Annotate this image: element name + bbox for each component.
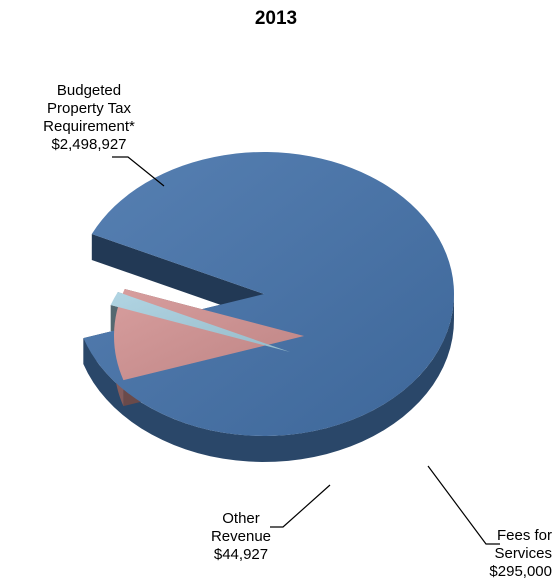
slice-property-tax-wall [91, 233, 265, 320]
leader-lines [112, 156, 500, 545]
label-line: Requirement* [43, 118, 135, 135]
slice-other-shading [110, 291, 290, 352]
leader-other [270, 484, 331, 528]
label-line: Fees for [496, 527, 552, 544]
leader-property-tax [112, 156, 165, 187]
slice-label-property-tax: Budgeted Property Tax Requirement* $2,49… [22, 82, 156, 154]
label-line: Other [222, 510, 260, 527]
label-line: Revenue [210, 528, 272, 545]
slice-property-tax-side [83, 292, 454, 462]
slice-label-fees: Fees for Services $295,000 [462, 527, 552, 581]
label-line: Budgeted [56, 82, 122, 99]
label-value: $2,498,927 [51, 136, 127, 153]
leader-fees [427, 465, 500, 545]
label-value: $44,927 [213, 546, 269, 563]
pie-tops [83, 152, 455, 437]
label-value: $295,000 [489, 563, 552, 580]
label-line: Services [494, 545, 552, 562]
chart-title: 2013 [254, 8, 298, 29]
slice-label-other: Other Revenue $44,927 [196, 510, 286, 564]
label-line: Property Tax [47, 100, 131, 117]
